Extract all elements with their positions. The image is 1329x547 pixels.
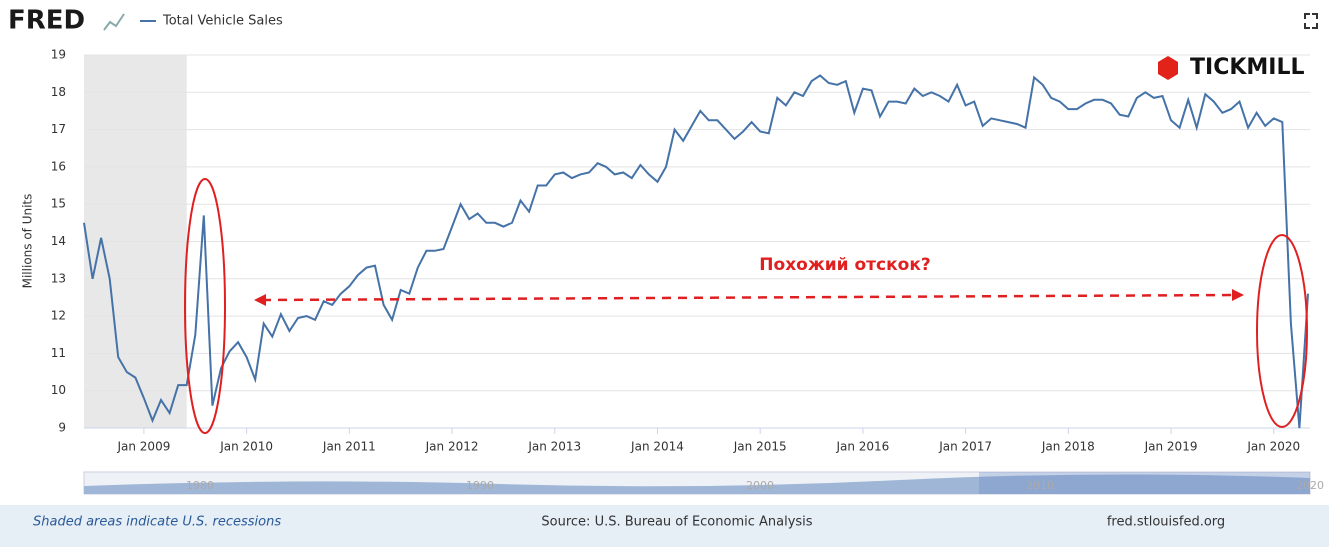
y-tick-label: 9 — [58, 421, 66, 435]
x-tick-label: Jan 2014 — [630, 440, 684, 454]
y-tick-label: 10 — [51, 383, 66, 397]
x-tick-label: Jan 2010 — [219, 440, 273, 454]
logo: TICKMILL — [1190, 55, 1305, 80]
x-tick-label: Jan 2020 — [1246, 440, 1300, 454]
series-line — [83, 74, 1309, 429]
fullscreen-icon[interactable] — [1304, 13, 1318, 29]
y-tick-label: 16 — [51, 159, 66, 173]
y-tick-label: 15 — [51, 197, 66, 211]
x-tick-label: Jan 2016 — [835, 440, 889, 454]
x-tick-label: Jan 2019 — [1144, 440, 1198, 454]
navigator-label: 1990 — [466, 479, 494, 492]
brand-icon — [103, 13, 125, 31]
annotation: Похожий отскок? — [759, 255, 930, 275]
legend-label: Total Vehicle Sales — [162, 14, 283, 29]
y-tick-label: 13 — [51, 271, 66, 285]
navigator-label: 2020 — [1296, 479, 1324, 492]
x-tick-label: Jan 2012 — [425, 440, 479, 454]
navigator-label: 2000 — [746, 479, 774, 492]
footer-note[interactable]: Shaded areas indicate U.S. recessions — [33, 515, 281, 530]
y-tick-label: 11 — [51, 346, 66, 360]
arrow-head — [1232, 289, 1244, 301]
fullscreen-glyph — [1304, 13, 1318, 29]
x-tick-label: Jan 2011 — [322, 440, 376, 454]
x-tick-label: Jan 2017 — [938, 440, 992, 454]
y-tick-label: 19 — [51, 48, 66, 62]
x-tick-label: Jan 2009 — [116, 440, 170, 454]
logo-icon — [1158, 56, 1178, 80]
y-tick-label: 14 — [51, 234, 66, 248]
y-tick-label: 17 — [51, 122, 66, 136]
y-tick-label: 18 — [51, 85, 66, 99]
y-tick-label: 12 — [51, 309, 66, 323]
footer-site[interactable]: fred.stlouisfed.org — [1107, 515, 1225, 530]
navigator-series — [84, 474, 1310, 494]
dashed-arrow — [261, 293, 1237, 302]
x-tick-label: Jan 2015 — [733, 440, 787, 454]
highlight-ellipse — [184, 178, 226, 434]
x-tick-label: Jan 2018 — [1041, 440, 1095, 454]
navigator-window[interactable] — [979, 472, 1310, 494]
navigator-label: 2010 — [1026, 479, 1054, 492]
arrow-head — [254, 294, 266, 306]
x-tick-label: Jan 2013 — [527, 440, 581, 454]
y-axis-label: Millions of Units — [21, 194, 35, 289]
brand: FRED — [8, 6, 85, 36]
navigator-label: 1980 — [186, 479, 214, 492]
footer-source: Source: U.S. Bureau of Economic Analysis — [541, 515, 812, 530]
footer-band — [0, 505, 1329, 547]
highlight-ellipse — [1256, 234, 1308, 428]
